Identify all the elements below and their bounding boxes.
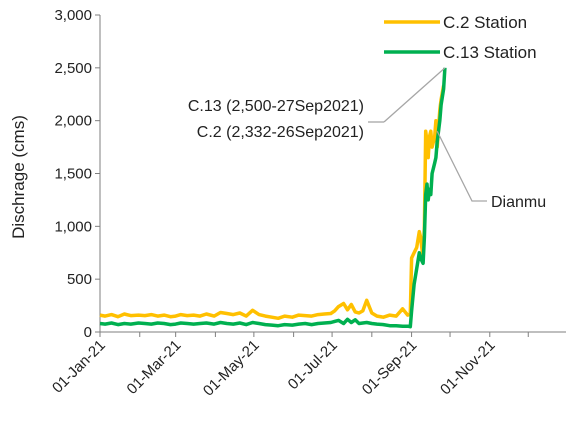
- x-tick-label: 01-Nov-21: [437, 337, 499, 399]
- annotation-leader-peak: [383, 67, 446, 123]
- y-tick-label: 1,000: [54, 218, 92, 235]
- legend-label-c2: C.2 Station: [443, 13, 527, 32]
- x-tick-label: 01-May-21: [200, 337, 263, 400]
- y-tick-label: 3,000: [54, 7, 92, 24]
- x-tick-label: 01-Jan-21: [49, 337, 109, 397]
- y-tick-label: 0: [84, 324, 92, 341]
- y-tick-label: 1,500: [54, 166, 92, 183]
- legend-label-c13: C.13 Station: [443, 43, 537, 62]
- x-tick-label: 01-Jul-21: [285, 337, 341, 393]
- annotation-leader-dianmu: [436, 130, 487, 202]
- y-tick-label: 500: [67, 271, 92, 288]
- annotation-c2: C.2 (2,332-26Sep2021): [197, 124, 364, 141]
- annotations: C.13 (2,500-27Sep2021) C.2 (2,332-26Sep2…: [188, 98, 546, 211]
- series-line-c13: [99, 67, 447, 329]
- legend: C.2 Station C.13 Station: [384, 13, 537, 62]
- x-tick-label: 01-Sep-21: [359, 337, 421, 399]
- y-tick-label: 2,000: [54, 113, 92, 130]
- y-axis-label: Dischrage (cms): [9, 115, 28, 239]
- x-tick-label: 01-Mar-21: [124, 337, 185, 398]
- annotation-dianmu: Dianmu: [491, 194, 546, 211]
- annotation-c13: C.13 (2,500-27Sep2021): [188, 98, 364, 115]
- y-tick-label: 2,500: [54, 60, 92, 77]
- series-line-c2: [99, 85, 446, 321]
